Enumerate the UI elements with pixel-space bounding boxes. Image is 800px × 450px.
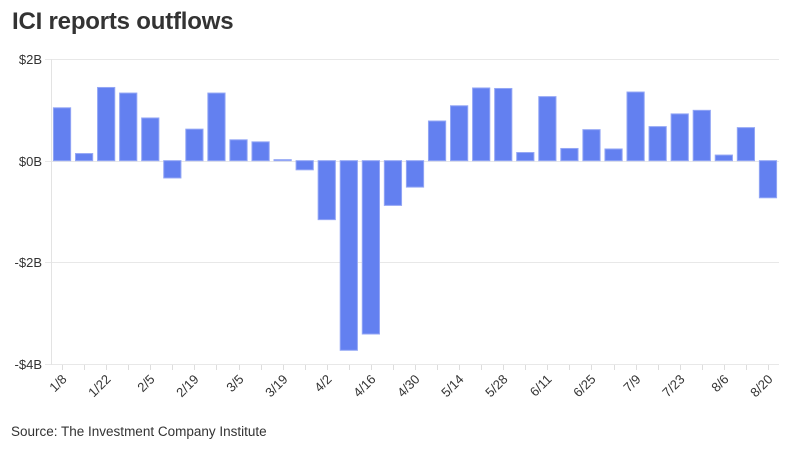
bar-6-25 bbox=[582, 129, 601, 162]
x-tick-label: 7/9 bbox=[620, 372, 643, 395]
x-tick-label: 8/20 bbox=[747, 372, 776, 401]
x-tick-label: 4/2 bbox=[311, 372, 334, 395]
bar-1-22 bbox=[97, 86, 116, 162]
y-tick-label: $2B bbox=[19, 52, 42, 67]
bar-2-26 bbox=[207, 92, 226, 162]
bar-2-19 bbox=[185, 128, 204, 162]
x-tick-label: 2/5 bbox=[134, 372, 157, 395]
bar-6-4 bbox=[516, 152, 535, 162]
bar-5-21 bbox=[472, 87, 491, 162]
x-tick-label: 8/6 bbox=[708, 372, 731, 395]
bar-7-30 bbox=[692, 109, 711, 162]
bar-6-18 bbox=[560, 147, 579, 162]
x-tick-label: 6/11 bbox=[527, 372, 555, 400]
bar-2-12 bbox=[163, 160, 182, 179]
bar-7-2 bbox=[604, 148, 623, 162]
x-tick-label: 3/19 bbox=[262, 372, 291, 401]
x-tick-label: 1/22 bbox=[85, 372, 114, 401]
bar-6-11 bbox=[538, 96, 557, 162]
y-tick-label: $0B bbox=[19, 154, 42, 169]
x-tick-label: 2/19 bbox=[173, 372, 202, 401]
bar-4-16 bbox=[361, 160, 380, 335]
bar-7-9 bbox=[626, 91, 645, 162]
bar-8-20 bbox=[758, 160, 778, 199]
bar-8-6 bbox=[714, 154, 733, 162]
x-tick-label: 1/8 bbox=[46, 372, 69, 395]
bar-3-19 bbox=[273, 159, 292, 162]
x-tick-label: 4/16 bbox=[350, 372, 379, 401]
bar-5-28 bbox=[494, 87, 513, 162]
bar-1-29 bbox=[119, 92, 138, 162]
bar-1-15 bbox=[74, 153, 94, 162]
x-tick-label: 5/14 bbox=[438, 372, 467, 401]
bar-4-23 bbox=[383, 160, 403, 206]
source-note: Source: The Investment Company Institute bbox=[11, 424, 267, 439]
bar-7-23 bbox=[670, 113, 689, 162]
x-tick-label: 7/23 bbox=[659, 372, 688, 401]
bar-4-2 bbox=[317, 160, 336, 221]
x-tick-label: 5/28 bbox=[482, 372, 511, 401]
x-tick-label: 3/5 bbox=[223, 372, 246, 395]
bar-7-16 bbox=[648, 126, 667, 162]
bar-8-13 bbox=[736, 127, 756, 162]
bar-3-12 bbox=[251, 141, 270, 162]
bar-2-5 bbox=[141, 117, 160, 162]
bar-3-5 bbox=[229, 139, 248, 162]
y-tick-label: -$4B bbox=[15, 357, 42, 372]
bars bbox=[52, 86, 778, 351]
bar-5-14 bbox=[450, 105, 469, 162]
x-tick-label: 6/25 bbox=[570, 372, 599, 401]
chart-title: ICI reports outflows bbox=[12, 8, 234, 35]
bar-1-8 bbox=[52, 107, 72, 162]
gridlines bbox=[45, 59, 779, 365]
bar-3-26 bbox=[295, 160, 314, 171]
x-tick-label: 4/30 bbox=[394, 372, 423, 401]
bar-5-7 bbox=[427, 120, 447, 162]
bar-4-9 bbox=[339, 160, 358, 351]
y-tick-label: -$2B bbox=[15, 255, 42, 270]
bar-4-30 bbox=[405, 160, 425, 188]
